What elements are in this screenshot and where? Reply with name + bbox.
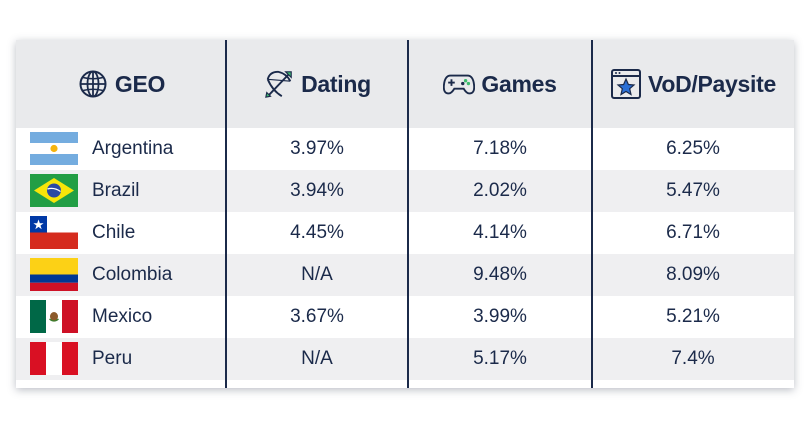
header-dating: Dating — [226, 40, 408, 128]
country-name: Brazil — [92, 180, 140, 201]
country-name: Argentina — [92, 138, 174, 159]
vod-value: 6.71% — [666, 222, 720, 243]
header-games: Games — [408, 40, 592, 128]
argentina-flag — [30, 132, 78, 165]
globe-icon — [77, 68, 109, 100]
gamepad-icon — [443, 68, 476, 100]
colombia-flag — [30, 258, 78, 291]
column-divider — [407, 40, 409, 388]
browser-star-icon — [610, 68, 642, 100]
dating-value: 3.67% — [290, 306, 344, 327]
games-value: 7.18% — [473, 138, 527, 159]
mexico-flag — [30, 300, 78, 333]
games-value: 9.48% — [473, 264, 527, 285]
table-row: Brazil 3.94% 2.02% 5.47% — [16, 170, 794, 212]
header-games-label: Games — [481, 70, 557, 97]
dating-value: N/A — [301, 348, 333, 369]
vod-value: 5.21% — [666, 306, 720, 327]
table-row: Peru N/A 5.17% 7.4% — [16, 338, 794, 380]
table-row: Chile 4.45% 4.14% 6.71% — [16, 212, 794, 254]
table-row: Mexico 3.67% 3.99% 5.21% — [16, 296, 794, 338]
games-value: 2.02% — [473, 180, 527, 201]
country-name: Chile — [92, 222, 136, 243]
header-vod: VoD/Paysite — [592, 40, 794, 128]
header-dating-label: Dating — [301, 70, 371, 97]
vod-value: 8.09% — [666, 264, 720, 285]
peru-flag — [30, 342, 78, 375]
table-header: GEO Dating — [16, 40, 794, 128]
vod-value: 6.25% — [666, 138, 720, 159]
column-divider — [591, 40, 593, 388]
table-row: Argentina 3.97% 7.18% 6.25% — [16, 128, 794, 170]
dating-value: 3.97% — [290, 138, 344, 159]
brazil-flag — [30, 174, 78, 207]
country-name: Mexico — [92, 306, 153, 327]
dating-value: 3.94% — [290, 180, 344, 201]
games-value: 4.14% — [473, 222, 527, 243]
games-value: 3.99% — [473, 306, 527, 327]
header-vod-label: VoD/Paysite — [648, 70, 776, 97]
header-geo-label: GEO — [114, 70, 166, 97]
geo-stats-table: GEO Dating — [16, 40, 794, 388]
vod-value: 5.47% — [666, 180, 720, 201]
country-name: Colombia — [92, 264, 173, 285]
table-row: Colombia N/A 9.48% 8.09% — [16, 254, 794, 296]
vod-value: 7.4% — [671, 348, 715, 369]
column-divider — [225, 40, 227, 388]
chile-flag — [30, 216, 78, 249]
country-name: Peru — [92, 348, 133, 369]
games-value: 5.17% — [473, 348, 527, 369]
bow-arrow-icon — [263, 68, 295, 100]
header-geo: GEO — [16, 40, 226, 128]
dating-value: 4.45% — [290, 222, 344, 243]
dating-value: N/A — [301, 264, 333, 285]
